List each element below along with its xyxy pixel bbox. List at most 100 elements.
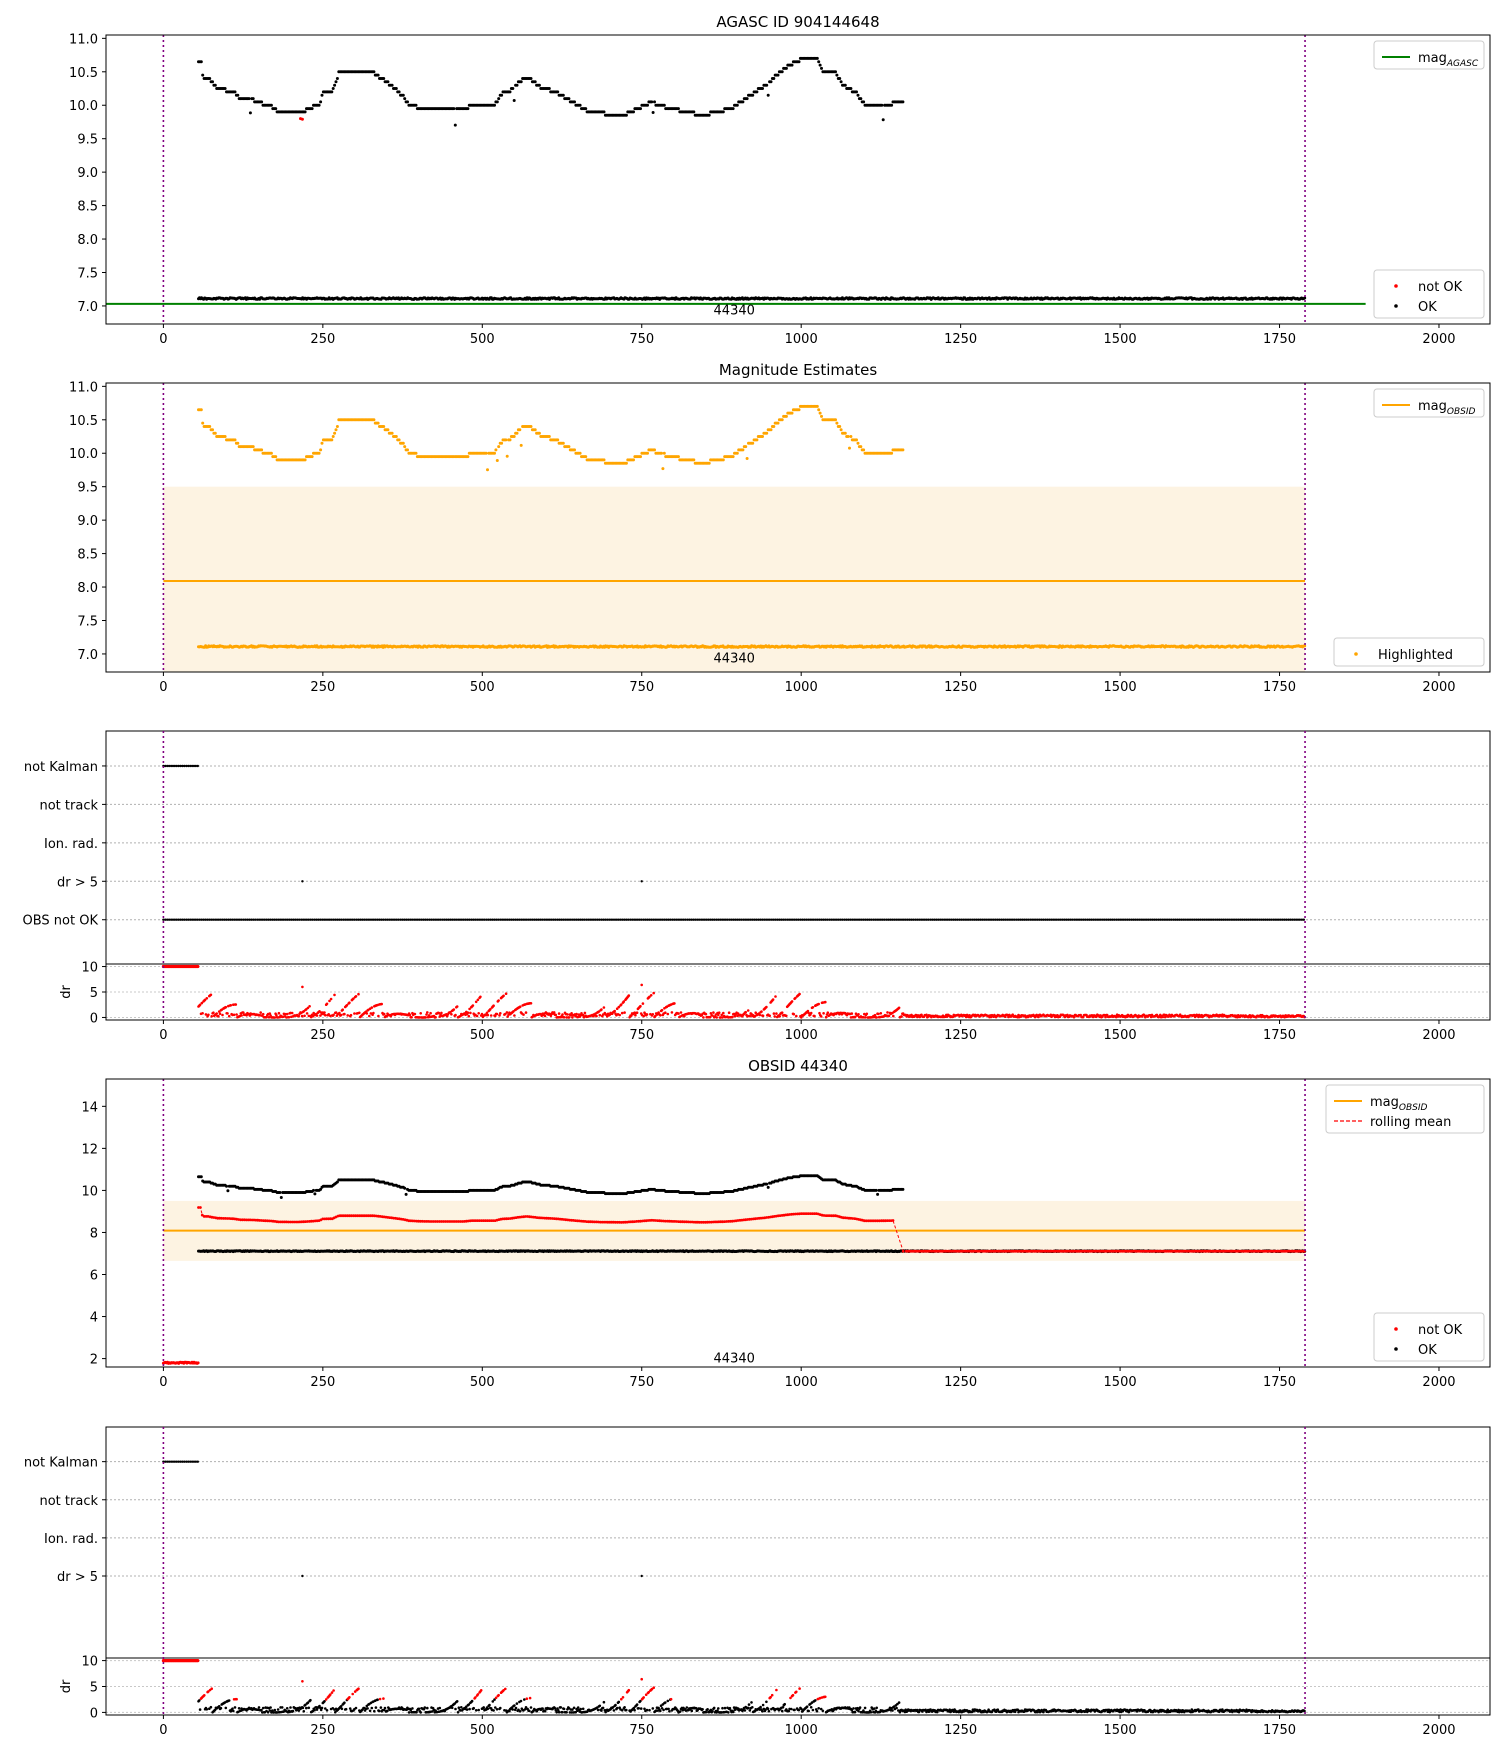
data-point	[784, 66, 788, 70]
data-point	[529, 425, 533, 428]
data-point	[731, 455, 735, 459]
data-point	[406, 100, 409, 104]
data-point	[843, 83, 847, 87]
data-point	[653, 100, 656, 104]
dr-point	[513, 1014, 516, 1017]
dr-point	[524, 1011, 528, 1014]
dr-point	[499, 1012, 502, 1015]
data-point	[744, 445, 748, 449]
dr-point	[652, 991, 655, 995]
data-point	[317, 451, 321, 455]
dr-point	[780, 1011, 784, 1014]
data-point	[382, 425, 386, 428]
dr-point	[771, 998, 775, 1001]
dr-point	[627, 994, 631, 997]
dr-point	[778, 1015, 781, 1018]
flag-point	[301, 880, 304, 883]
data-point	[790, 411, 794, 415]
data-point	[547, 87, 551, 90]
dr-point	[702, 1016, 705, 1019]
dr-point	[434, 1016, 437, 1019]
obsid-label: 44340	[714, 651, 755, 666]
data-point	[519, 80, 523, 84]
data-point	[529, 77, 533, 80]
data-point	[650, 100, 654, 104]
data-point	[303, 458, 307, 462]
dr-point	[469, 1011, 472, 1015]
data-point	[776, 421, 780, 425]
data-point	[862, 100, 866, 104]
data-point	[573, 100, 576, 104]
flag-points-group	[162, 764, 199, 768]
data-point-group	[299, 117, 304, 121]
data-point	[797, 408, 801, 412]
dr-point	[813, 1014, 816, 1018]
data-point	[772, 425, 776, 428]
dr-point	[575, 1012, 578, 1016]
dr-point	[824, 1000, 827, 1004]
dr-point	[649, 994, 653, 997]
dr-point	[522, 1013, 525, 1016]
data-point	[692, 458, 696, 462]
x-tick-label: 250	[310, 680, 335, 695]
dr-point	[670, 1011, 674, 1014]
data-point	[624, 113, 628, 117]
dr-point	[602, 1006, 606, 1009]
data-point	[735, 451, 739, 455]
data-point	[504, 438, 508, 442]
dr-point	[785, 1014, 788, 1018]
dr-point	[212, 1011, 215, 1014]
data-point	[236, 441, 240, 445]
legend-label-text: mag	[1418, 399, 1447, 414]
data-point	[260, 448, 264, 452]
data-point	[556, 438, 560, 442]
data-point	[578, 451, 582, 455]
data-point	[855, 438, 858, 442]
data-point	[862, 448, 866, 452]
data-point	[731, 107, 735, 111]
dr-point	[217, 1014, 220, 1018]
y-tick-label: 10.5	[69, 414, 98, 429]
data-point	[818, 411, 822, 415]
dr-point	[731, 1015, 734, 1019]
flag-point	[640, 880, 643, 883]
dr-point	[226, 1012, 229, 1015]
dr-point	[583, 1011, 587, 1015]
data-point	[855, 90, 858, 94]
y-tick-label: 7.0	[77, 648, 98, 663]
dr-point	[879, 1012, 883, 1015]
dr-point	[824, 1015, 828, 1019]
data-point	[515, 431, 519, 435]
dr-point	[353, 1012, 356, 1015]
dr-point	[339, 1013, 343, 1017]
dr-point	[229, 1004, 233, 1007]
flag-category-label: not track	[39, 798, 98, 813]
x-tick-label: 2000	[1422, 680, 1455, 695]
data-point	[397, 90, 401, 94]
dr-point	[774, 995, 777, 998]
data-point	[835, 73, 839, 77]
data-point	[639, 107, 642, 111]
dr-point	[300, 1014, 304, 1018]
data-point	[251, 445, 255, 449]
data-point	[512, 435, 516, 438]
dr-point	[819, 1015, 823, 1018]
chart-panel-1: AGASC ID 904144648443407.07.58.08.59.09.…	[69, 13, 1491, 347]
data-point	[765, 83, 769, 87]
x-tick-label: 1250	[944, 680, 977, 695]
data-point	[484, 451, 488, 455]
x-tick-label: 1000	[785, 332, 818, 347]
data-point	[567, 445, 571, 449]
dr-point	[561, 1013, 564, 1016]
dr-point	[761, 1014, 765, 1018]
data-point	[584, 107, 588, 111]
data-point	[533, 428, 537, 432]
data-point	[584, 455, 588, 459]
dr-point	[210, 1015, 213, 1018]
data-point	[835, 421, 839, 425]
data-point	[508, 438, 512, 442]
data-point	[251, 97, 255, 101]
data-point	[772, 77, 776, 80]
dr-point	[642, 1014, 645, 1018]
